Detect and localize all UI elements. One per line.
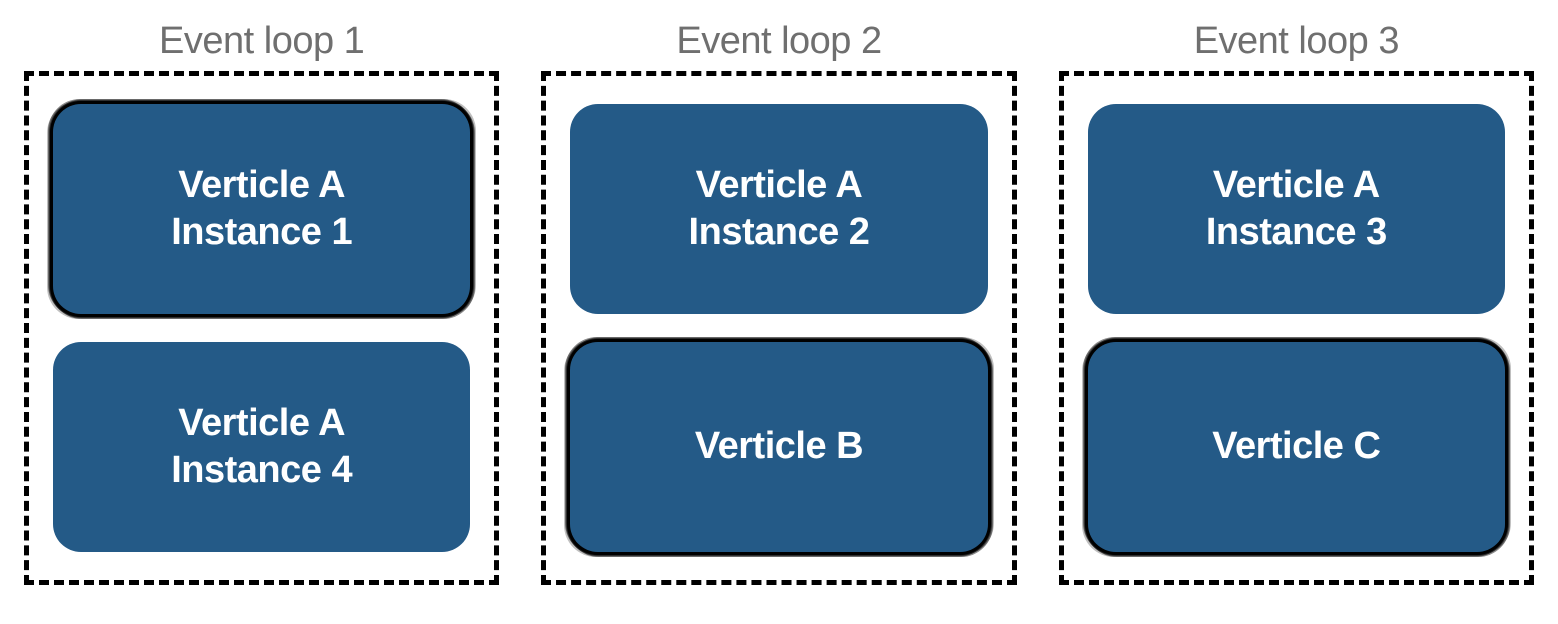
verticle-node: Verticle A Instance 3: [1088, 104, 1505, 314]
verticle-node: Verticle A Instance 4: [53, 342, 470, 552]
event-loop-title: Event loop 1: [159, 20, 364, 63]
event-loop-box: Verticle A Instance 2 Verticle B: [541, 71, 1016, 585]
verticle-node-label: Verticle C: [1212, 423, 1380, 471]
event-loop-box: Verticle A Instance 3 Verticle C: [1059, 71, 1534, 585]
verticle-node: Verticle A Instance 1: [53, 104, 470, 314]
verticle-node-label: Verticle A Instance 3: [1206, 162, 1387, 257]
verticle-node: Verticle A Instance 2: [570, 104, 987, 314]
event-loop-box: Verticle A Instance 1 Verticle A Instanc…: [24, 71, 499, 585]
event-loop-column-1: Event loop 1 Verticle A Instance 1 Verti…: [24, 20, 499, 585]
verticle-node-label: Verticle A Instance 4: [171, 400, 352, 495]
event-loop-column-2: Event loop 2 Verticle A Instance 2 Verti…: [541, 20, 1016, 585]
verticle-node: Verticle C: [1088, 342, 1505, 552]
verticle-node-label: Verticle B: [695, 423, 863, 471]
event-loop-column-3: Event loop 3 Verticle A Instance 3 Verti…: [1059, 20, 1534, 585]
verticle-node-label: Verticle A Instance 1: [171, 162, 352, 257]
event-loop-title: Event loop 2: [676, 20, 881, 63]
verticle-node-label: Verticle A Instance 2: [689, 162, 870, 257]
verticle-node: Verticle B: [570, 342, 987, 552]
event-loop-diagram: Event loop 1 Verticle A Instance 1 Verti…: [0, 0, 1558, 605]
event-loop-title: Event loop 3: [1194, 20, 1399, 63]
